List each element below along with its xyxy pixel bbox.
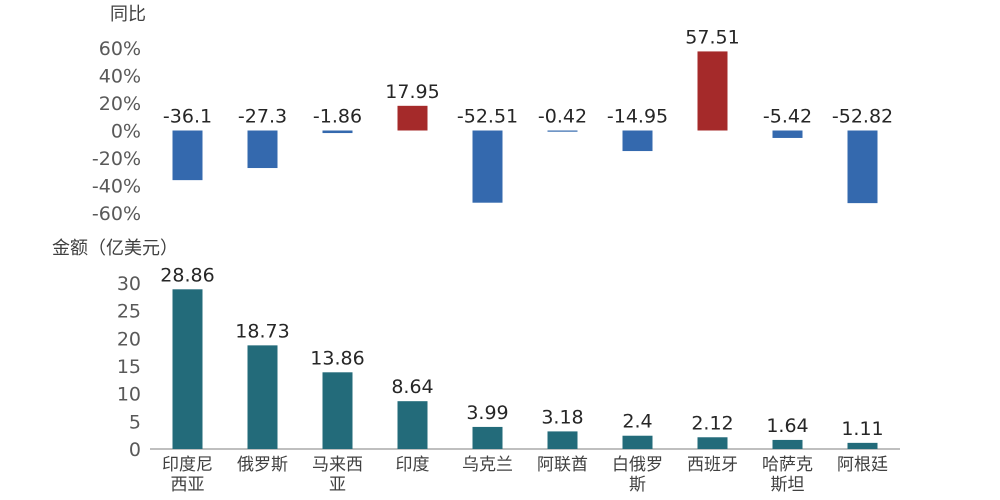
amount-y-tick-label: 0 (129, 439, 141, 461)
yoy-bar (622, 130, 653, 152)
yoy-bar (847, 130, 878, 204)
yoy-y-tick-label: -20% (92, 148, 141, 170)
category-label: 马来西亚 (312, 455, 363, 495)
yoy-bar (247, 130, 278, 169)
category-labels: 印度尼西亚 俄罗斯 马来西亚 印度 乌克兰 阿联酋 白俄罗斯 西班牙 哈萨克斯坦 阿根廷 (162, 455, 888, 495)
yoy-data-labels: -36.1 -27.3 -1.86 17.95 -52.51 -0.42 -14.95 57.… (163, 26, 893, 127)
amount-bar (472, 426, 503, 449)
yoy-data-label: -52.82 (832, 106, 893, 128)
category-label: 阿联酋 (537, 455, 588, 475)
yoy-data-label: -36.1 (163, 106, 212, 128)
yoy-data-label: -1.86 (313, 106, 362, 128)
amount-y-tick-label: 20 (117, 328, 141, 350)
amount-data-label: 3.99 (466, 402, 508, 424)
amount-y-ticks: 30 25 20 15 10 5 0 (117, 273, 141, 461)
category-label: 乌克兰 (462, 455, 513, 475)
amount-bar (622, 435, 653, 449)
category-label: 白俄罗斯 (612, 455, 663, 495)
yoy-y-tick-label: 60% (99, 38, 141, 60)
yoy-bar (472, 130, 503, 203)
amount-data-label: 13.86 (310, 347, 364, 369)
yoy-y-tick-label: -40% (92, 176, 141, 198)
amount-data-labels: 28.86 18.73 13.86 8.64 3.99 3.18 2.4 2.12 1.64 1.… (160, 264, 883, 440)
amount-bars (172, 289, 878, 449)
amount-bar (847, 442, 878, 449)
yoy-bar (697, 51, 728, 131)
yoy-axis-title: 同比 (110, 4, 146, 25)
yoy-data-label: 17.95 (385, 81, 439, 103)
amount-data-label: 3.18 (541, 406, 583, 428)
yoy-y-tick-label: 20% (99, 93, 141, 115)
yoy-bars (172, 51, 878, 204)
yoy-y-tick-label: -60% (92, 203, 141, 225)
yoy-bar (547, 130, 578, 132)
amount-data-label: 2.4 (622, 411, 652, 433)
yoy-bar (397, 105, 428, 131)
amount-data-label: 2.12 (691, 412, 733, 434)
yoy-bar (772, 130, 803, 138)
category-label: 印度 (396, 455, 430, 475)
yoy-data-label: -52.51 (457, 106, 518, 128)
amount-bar (247, 345, 278, 449)
yoy-y-ticks: 60% 40% 20% 0% -20% -40% -60% (92, 38, 141, 225)
amount-y-tick-label: 25 (117, 301, 141, 323)
amount-bar (397, 401, 428, 449)
amount-y-tick-label: 30 (117, 273, 141, 295)
amount-bar (772, 439, 803, 449)
amount-data-label: 18.73 (235, 320, 289, 342)
amount-y-tick-label: 15 (117, 356, 141, 378)
category-label: 哈萨克斯坦 (762, 455, 813, 495)
amount-y-tick-label: 5 (129, 411, 141, 433)
category-label: 阿根廷 (837, 455, 888, 475)
amount-data-label: 8.64 (391, 376, 433, 398)
amount-data-label: 1.11 (841, 418, 883, 440)
category-label: 印度尼西亚 (162, 455, 213, 495)
yoy-data-label: -0.42 (538, 106, 587, 128)
amount-bar (547, 431, 578, 449)
yoy-y-tick-label: 0% (111, 121, 141, 143)
amount-data-label: 28.86 (160, 264, 214, 286)
amount-data-label: 1.64 (766, 415, 808, 437)
yoy-data-label: 57.51 (685, 26, 739, 48)
yoy-data-label: -27.3 (238, 106, 287, 128)
amount-bar (322, 372, 353, 449)
amount-axis-title: 金额（亿美元） (52, 238, 178, 259)
amount-chart: 金额（亿美元） 30 25 20 15 10 5 0 28.86 18.73 13.86 8.64… (52, 238, 900, 495)
yoy-bar (172, 130, 203, 181)
category-label: 俄罗斯 (237, 455, 288, 475)
amount-bar (697, 437, 728, 449)
yoy-data-label: -5.42 (763, 106, 812, 128)
yoy-data-label: -14.95 (607, 106, 668, 128)
yoy-bar (322, 130, 353, 134)
amount-y-tick-label: 10 (117, 384, 141, 406)
yoy-chart: 同比 60% 40% 20% 0% -20% -40% -60% -36.1 -27.3 -1.… (92, 4, 893, 225)
category-label: 西班牙 (687, 455, 738, 475)
yoy-y-tick-label: 40% (99, 66, 141, 88)
amount-bar (172, 289, 203, 449)
